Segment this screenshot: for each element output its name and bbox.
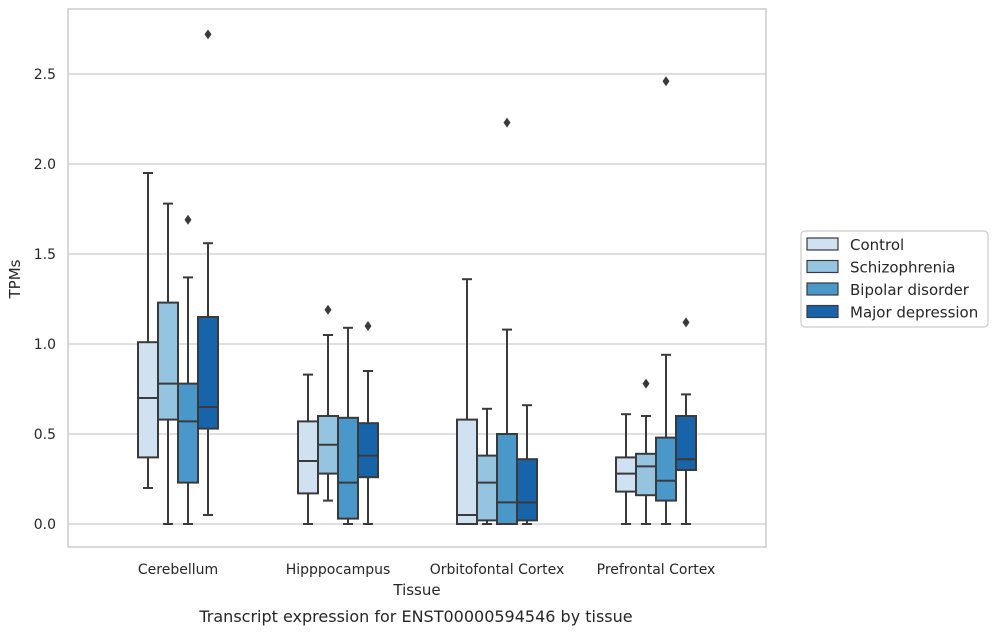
legend-swatch [806,282,839,296]
box-schizophrenia [635,378,657,525]
box-groups [137,29,697,526]
x-axis-ticks: Cerebellum Hipppocampus Orbitofontal Corte… [138,562,715,578]
y-axis-ticks: 0.0 0.5 1.0 1.5 2.0 2.5 [34,67,56,533]
box-iqr [635,452,657,497]
legend-label: Control [850,236,904,254]
outlier-point [503,117,511,128]
box-iqr [137,341,159,459]
box-group [615,76,697,525]
box-bipolar-disorder [177,214,199,525]
y-tick-label: 0.5 [34,427,56,443]
box-bipolar-disorder [337,326,359,525]
box-iqr [675,415,697,471]
box-group [297,304,379,525]
box-schizophrenia [317,304,339,502]
legend-label: Bipolar disorder [850,281,970,299]
box-schizophrenia [476,407,498,525]
y-tick-label: 0.0 [34,517,56,533]
box-iqr [297,420,319,495]
x-tick-label: Cerebellum [138,562,218,578]
box-major-depression [357,321,379,525]
box-schizophrenia [157,202,179,525]
box-major-depression [516,404,538,525]
plot-area-frame [67,8,767,548]
box-iqr [177,382,199,484]
legend: Control Schizophrenia Bipolar disorder Majo… [800,230,989,328]
box-iqr [476,454,498,522]
y-axis-label: TPMs [6,259,24,299]
box-control [615,413,637,525]
legend-swatch [806,259,839,274]
y-tick-label: 2.0 [34,157,56,173]
legend-frame [800,230,989,328]
legend-label: Schizophrenia [850,259,955,277]
box-iqr [655,436,677,502]
outlier-point [642,378,650,389]
box-bipolar-disorder [655,76,677,525]
outlier-point [324,304,332,315]
box-iqr [516,458,538,522]
box-iqr [197,316,219,430]
box-iqr [157,301,179,421]
x-tick-label: Hipppocampus [286,562,391,578]
box-major-depression [197,29,219,516]
legend-swatch [806,304,839,319]
y-tick-label: 2.5 [34,67,56,83]
chart-caption: Transcript expression for ENST0000059454… [198,607,632,626]
box-control [297,373,319,525]
y-tick-label: 1.0 [34,337,56,353]
box-iqr [496,433,518,525]
box-iqr [357,422,379,479]
outlier-point [682,317,690,328]
y-tick-label: 1.5 [34,247,56,263]
box-major-depression [675,317,697,525]
x-tick-label: Orbitofontal Cortex [430,562,565,578]
box-control [137,172,159,489]
x-tick-label: Prefrontal Cortex [597,562,716,578]
box-group [456,117,538,526]
outlier-point [662,76,670,87]
box-bipolar-disorder [496,117,518,525]
legend-swatch [806,237,839,251]
outlier-point [204,29,212,40]
outlier-point [184,214,192,225]
box-group [137,29,219,525]
outlier-point [364,321,372,331]
box-iqr [337,416,359,520]
legend-label: Major depression [850,304,978,322]
box-control [456,278,478,526]
x-axis-label: Tissue [392,581,440,599]
box-iqr [456,418,478,526]
